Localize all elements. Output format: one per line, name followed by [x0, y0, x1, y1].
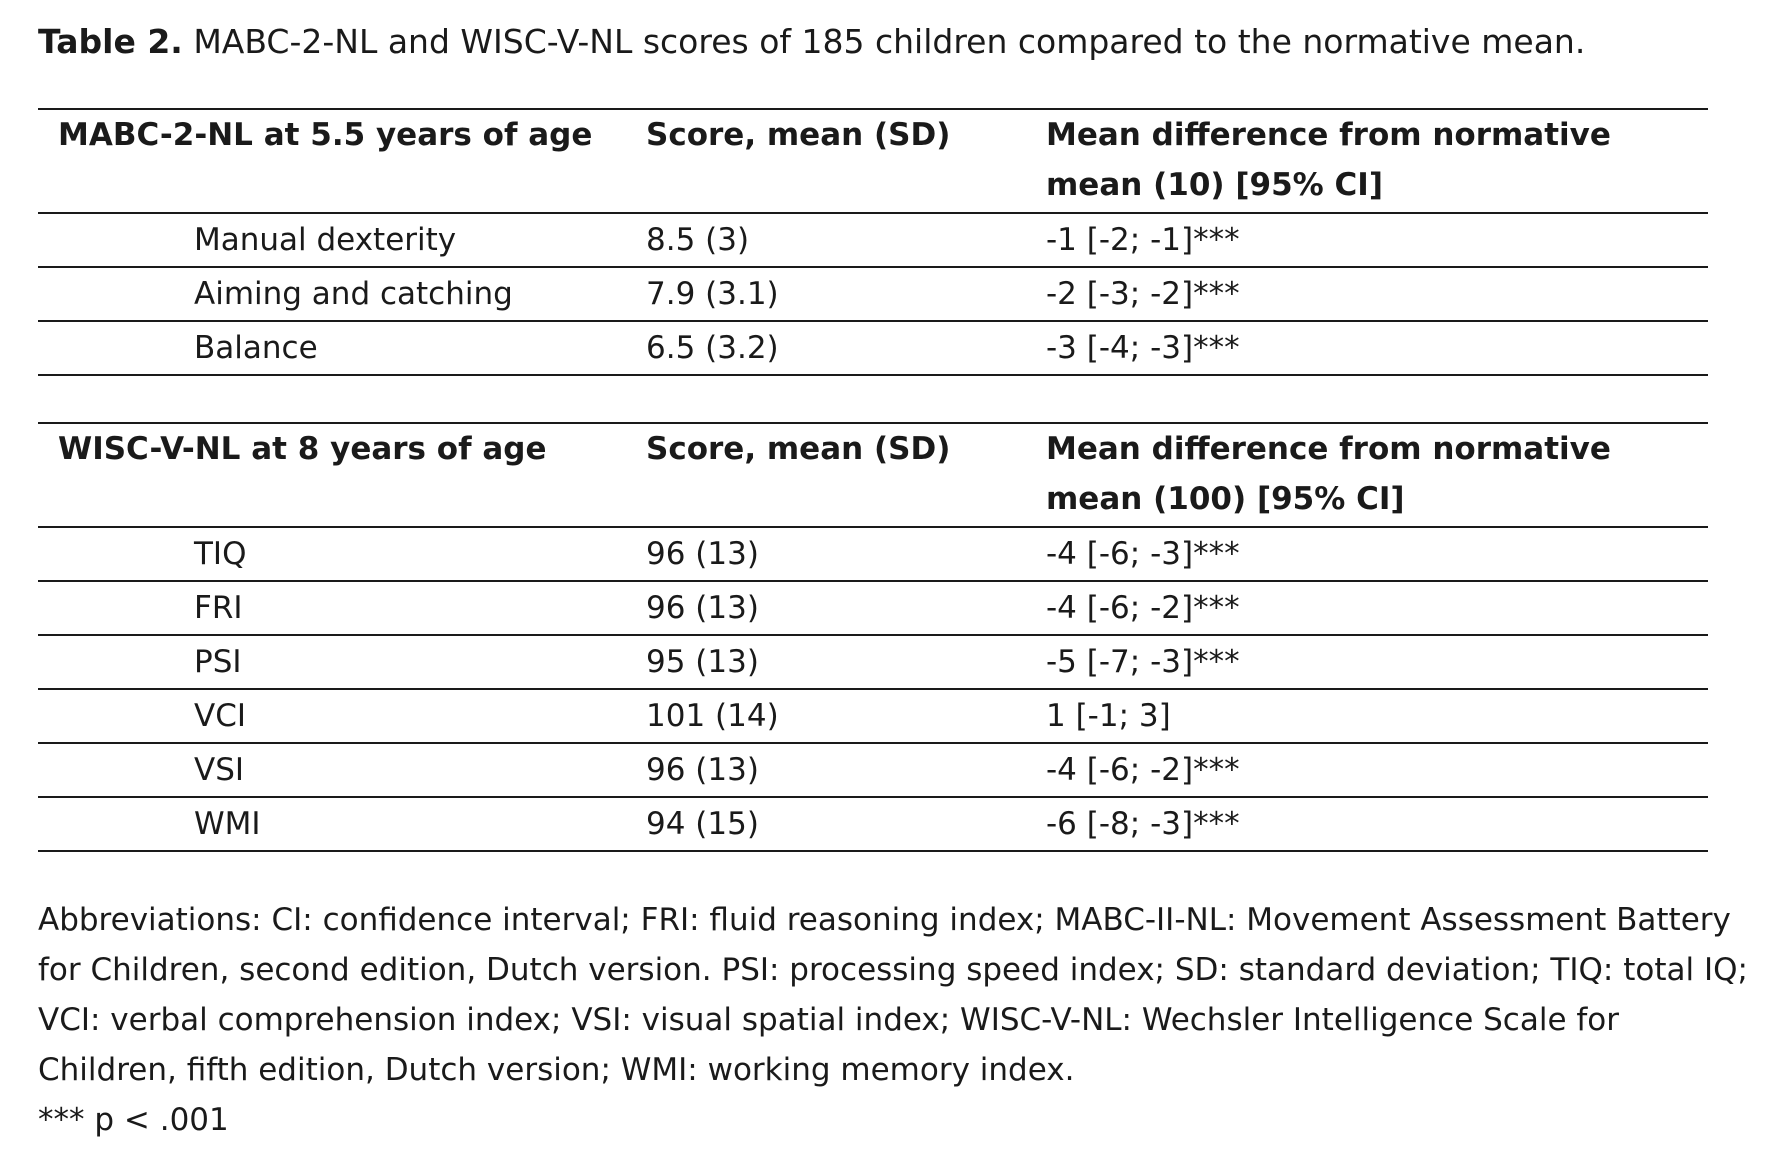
header-mean-difference: Mean difference from normative mean (10)…: [1046, 117, 1611, 203]
table-row: VCI 101 (14) 1 [-1; 3]: [38, 690, 1708, 744]
table-row: PSI 95 (13) -5 [-7; -3]***: [38, 636, 1708, 690]
significance-note: *** p < .001: [38, 1102, 229, 1138]
score-cell: 101 (14): [646, 698, 779, 734]
table-row: TIQ 96 (13) -4 [-6; -3]***: [38, 528, 1708, 582]
score-cell: 96 (13): [646, 590, 759, 626]
mabc-table: MABC-2-NL at 5.5 years of age Score, mea…: [38, 108, 1708, 376]
difference-cell: -5 [-7; -3]***: [1046, 644, 1240, 680]
caption-text: MABC-2-NL and WISC-V-NL scores of 185 ch…: [182, 22, 1586, 61]
table-row: Balance 6.5 (3.2) -3 [-4; -3]***: [38, 322, 1708, 376]
difference-cell: -4 [-6; -2]***: [1046, 752, 1240, 788]
table-row: WMI 94 (15) -6 [-8; -3]***: [38, 798, 1708, 852]
measure-cell: Balance: [194, 330, 318, 366]
score-cell: 6.5 (3.2): [646, 330, 779, 366]
measure-cell: WMI: [194, 806, 261, 842]
score-cell: 8.5 (3): [646, 222, 750, 258]
caption-label: Table 2.: [38, 22, 183, 61]
difference-cell: -1 [-2; -1]***: [1046, 222, 1240, 258]
measure-cell: VCI: [194, 698, 246, 734]
table-row: VSI 96 (13) -4 [-6; -2]***: [38, 744, 1708, 798]
measure-cell: TIQ: [194, 536, 247, 572]
score-cell: 95 (13): [646, 644, 759, 680]
table-row: FRI 96 (13) -4 [-6; -2]***: [38, 582, 1708, 636]
difference-cell: -6 [-8; -3]***: [1046, 806, 1240, 842]
score-cell: 94 (15): [646, 806, 759, 842]
wisc-table: WISC-V-NL at 8 years of age Score, mean …: [38, 422, 1708, 852]
score-cell: 7.9 (3.1): [646, 276, 779, 312]
measure-cell: Aiming and catching: [194, 276, 513, 312]
difference-cell: -4 [-6; -3]***: [1046, 536, 1240, 572]
table-row: Manual dexterity 8.5 (3) -1 [-2; -1]***: [38, 214, 1708, 268]
abbreviations-note: Abbreviations: CI: confidence interval; …: [38, 902, 1748, 1088]
difference-cell: -4 [-6; -2]***: [1046, 590, 1240, 626]
score-cell: 96 (13): [646, 752, 759, 788]
table-caption: Table 2. MABC-2-NL and WISC-V-NL scores …: [38, 18, 1585, 66]
measure-cell: PSI: [194, 644, 242, 680]
table-footnotes: Abbreviations: CI: confidence interval; …: [38, 895, 1758, 1145]
header-measure: WISC-V-NL at 8 years of age: [58, 431, 547, 467]
header-score: Score, mean (SD): [646, 117, 951, 153]
table-row: Aiming and catching 7.9 (3.1) -2 [-3; -2…: [38, 268, 1708, 322]
difference-cell: -3 [-4; -3]***: [1046, 330, 1240, 366]
measure-cell: Manual dexterity: [194, 222, 457, 258]
measure-cell: VSI: [194, 752, 245, 788]
table-header-row: WISC-V-NL at 8 years of age Score, mean …: [38, 424, 1708, 528]
measure-cell: FRI: [194, 590, 243, 626]
difference-cell: -2 [-3; -2]***: [1046, 276, 1240, 312]
difference-cell: 1 [-1; 3]: [1046, 698, 1171, 734]
score-cell: 96 (13): [646, 536, 759, 572]
header-mean-difference: Mean difference from normative mean (100…: [1046, 431, 1611, 517]
header-score: Score, mean (SD): [646, 431, 951, 467]
header-measure: MABC-2-NL at 5.5 years of age: [58, 117, 593, 153]
table-header-row: MABC-2-NL at 5.5 years of age Score, mea…: [38, 110, 1708, 214]
